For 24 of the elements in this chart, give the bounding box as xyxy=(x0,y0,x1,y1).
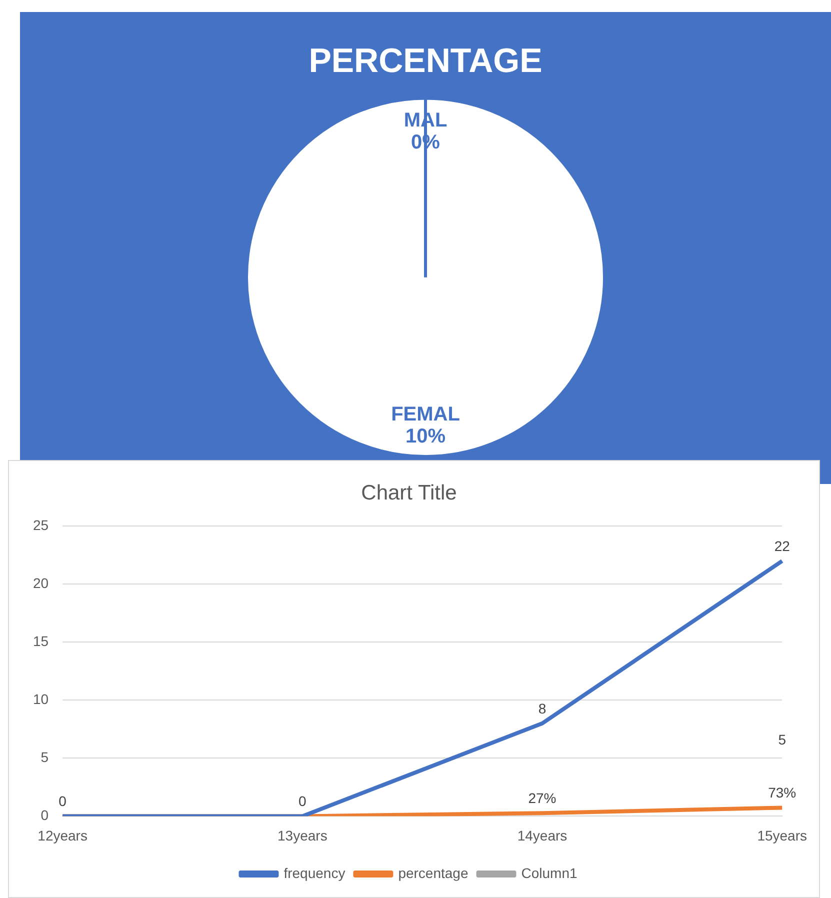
x-tick-label: 15years xyxy=(757,827,808,844)
data-label: 8 xyxy=(538,700,546,716)
data-label: 22 xyxy=(774,538,790,554)
x-tick-label: 14years xyxy=(517,827,568,844)
data-label: 0 xyxy=(298,793,307,810)
data-label: 27% xyxy=(528,790,556,806)
y-tick-label: 0 xyxy=(40,807,49,824)
y-tick-label: 20 xyxy=(32,575,49,592)
y-tick-label: 5 xyxy=(40,749,49,766)
legend-label: frequency xyxy=(284,864,346,881)
y-tick-label: 25 xyxy=(32,517,49,534)
legend-label: percentage xyxy=(398,864,468,881)
data-label: 73% xyxy=(768,784,796,801)
slice-label: FEMAL xyxy=(391,403,460,426)
y-tick-label: 15 xyxy=(32,633,49,650)
y-tick-label: 10 xyxy=(32,691,49,708)
annotation: 5 xyxy=(778,732,786,748)
legend-label: Column1 xyxy=(521,864,578,881)
x-tick-label: 12years xyxy=(38,827,88,844)
data-label: 0 xyxy=(58,793,67,810)
x-tick-label: 13years xyxy=(278,827,328,844)
data-label: 10% xyxy=(405,425,446,448)
chart-title: PERCENTAGE xyxy=(308,42,542,80)
chart-title: Chart Title xyxy=(361,481,457,504)
